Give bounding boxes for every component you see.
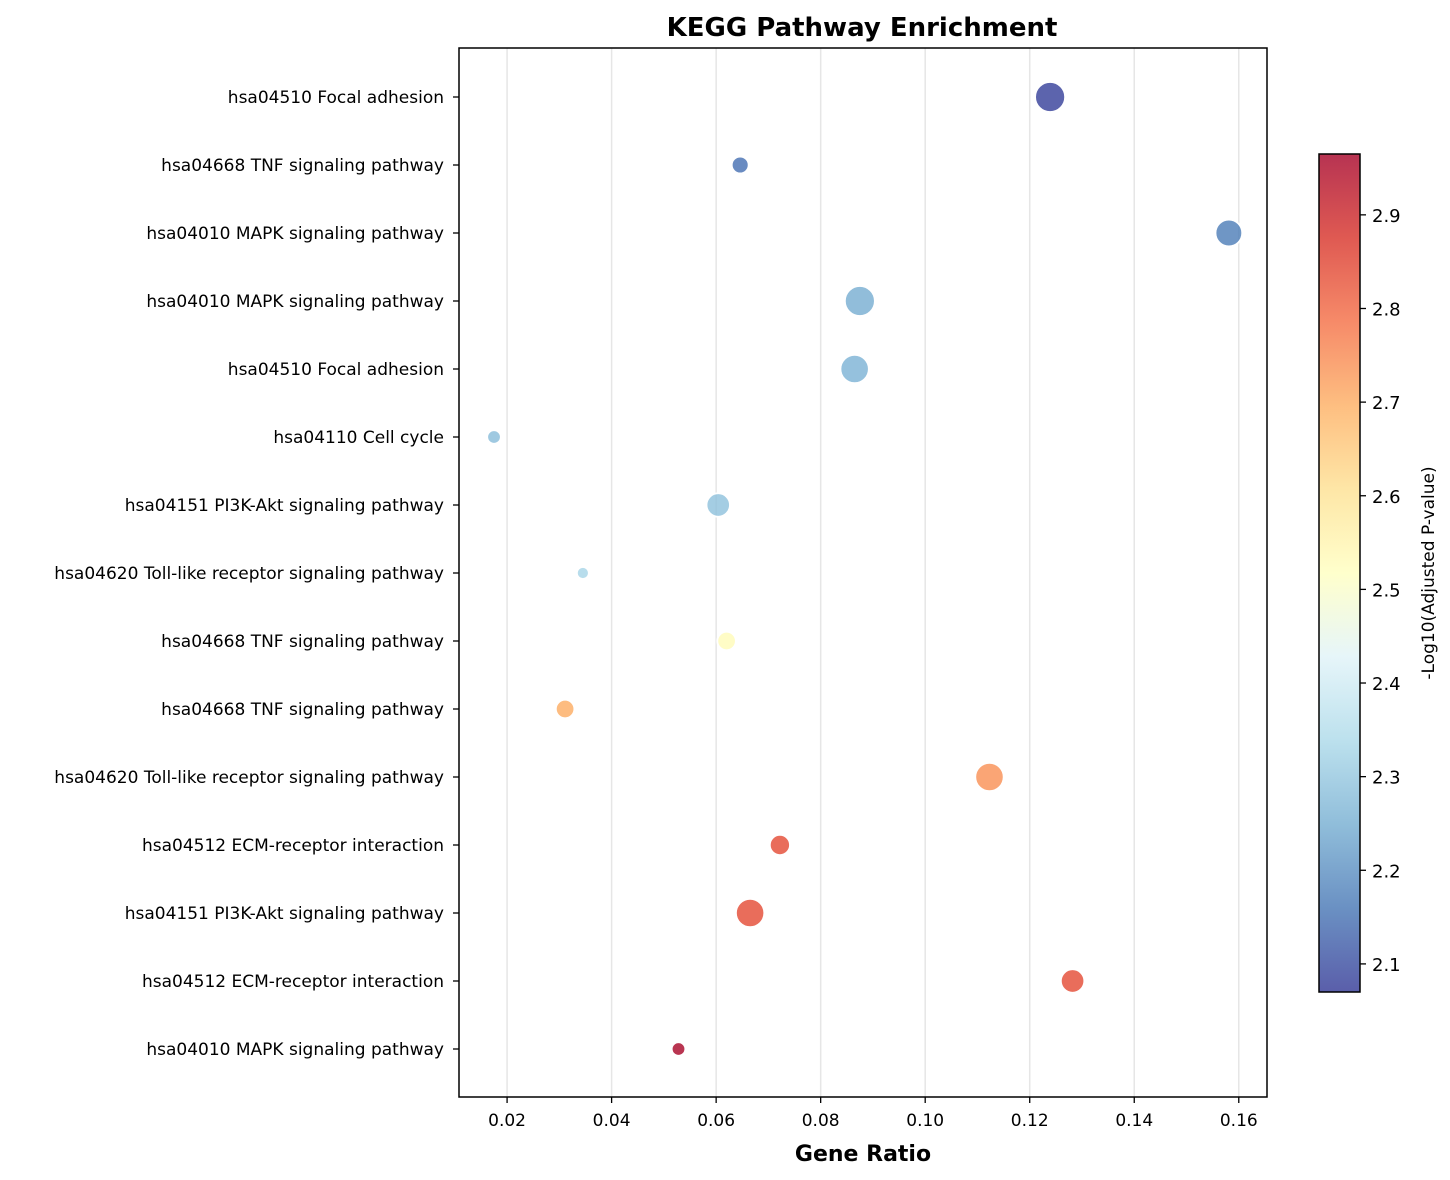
- colorbar-label: -Log10(Adjusted P-value): [1419, 466, 1439, 679]
- y-tick-label: hsa04620 Toll-like receptor signaling pa…: [54, 564, 444, 584]
- y-tick-label: hsa04010 MAPK signaling pathway: [146, 1040, 444, 1060]
- chart-title: KEGG Pathway Enrichment: [667, 13, 1058, 43]
- data-point: [1059, 968, 1086, 994]
- y-tick-label: hsa04620 Toll-like receptor signaling pa…: [54, 768, 444, 788]
- data-point: [1034, 81, 1067, 113]
- x-axis-label: Gene Ratio: [795, 1142, 931, 1167]
- y-tick-label: hsa04151 PI3K-Akt signaling pathway: [125, 904, 444, 924]
- x-tick-label: 0.04: [593, 1111, 631, 1131]
- y-tick-label: hsa04668 TNF signaling pathway: [161, 156, 444, 176]
- colorbar-tick-label: 2.5: [1372, 580, 1401, 601]
- colorbar-tick-label: 2.2: [1372, 861, 1401, 882]
- colorbar-tick-label: 2.9: [1372, 206, 1401, 227]
- y-tick-label: hsa04010 MAPK signaling pathway: [146, 224, 444, 244]
- x-tick-label: 0.06: [697, 1111, 735, 1131]
- x-tick-label: 0.10: [906, 1111, 944, 1131]
- y-tick-label: hsa04668 TNF signaling pathway: [161, 700, 444, 720]
- y-axis-ticks: hsa04510 Focal adhesion hsa04668 TNF sign…: [54, 88, 459, 1060]
- y-tick-label: hsa04668 TNF signaling pathway: [161, 632, 444, 652]
- data-point: [554, 698, 576, 720]
- y-tick-label: hsa04151 PI3K-Akt signaling pathway: [125, 496, 444, 516]
- data-points: [486, 81, 1244, 1057]
- y-tick-label: hsa04110 Cell cycle: [273, 428, 444, 448]
- x-tick-label: 0.14: [1115, 1111, 1153, 1131]
- data-point: [730, 155, 750, 175]
- data-point: [735, 897, 766, 929]
- colorbar-tick-label: 2.4: [1372, 674, 1401, 695]
- y-tick-label: hsa04010 MAPK signaling pathway: [146, 292, 444, 312]
- colorbar-ticks: 2.1 2.2 2.3 2.4 2.5 2.6 2.7 2.8 2.9: [1360, 206, 1401, 976]
- colorbar: [1318, 153, 1361, 993]
- x-axis-ticks: 0.02 0.04 0.06 0.08 0.10 0.12 0.14 0.16: [488, 1097, 1258, 1131]
- y-tick-label: hsa04512 ECM-receptor interaction: [142, 836, 444, 856]
- colorbar-tick-label: 2.7: [1372, 393, 1401, 414]
- data-point: [705, 492, 731, 518]
- y-tick-label: hsa04510 Focal adhesion: [228, 360, 444, 380]
- colorbar-tick-label: 2.6: [1372, 487, 1401, 508]
- data-point: [1214, 218, 1244, 248]
- data-point: [716, 630, 737, 652]
- data-point: [843, 285, 876, 317]
- colorbar-tick-label: 2.8: [1372, 299, 1401, 320]
- x-tick-label: 0.16: [1220, 1111, 1258, 1131]
- data-point: [575, 566, 590, 580]
- data-point: [974, 761, 1005, 793]
- x-tick-label: 0.12: [1011, 1111, 1049, 1131]
- colorbar-tick-label: 2.3: [1372, 768, 1401, 789]
- x-tick-label: 0.02: [488, 1111, 526, 1131]
- y-tick-label: hsa04512 ECM-receptor interaction: [142, 972, 444, 992]
- grid-lines: [506, 48, 1240, 1097]
- data-point: [486, 429, 502, 445]
- y-tick-label: hsa04510 Focal adhesion: [228, 88, 444, 108]
- colorbar-tick-label: 2.1: [1372, 955, 1401, 976]
- data-point: [768, 834, 791, 857]
- data-point: [839, 353, 870, 385]
- data-point: [670, 1041, 687, 1057]
- x-tick-label: 0.08: [802, 1111, 840, 1131]
